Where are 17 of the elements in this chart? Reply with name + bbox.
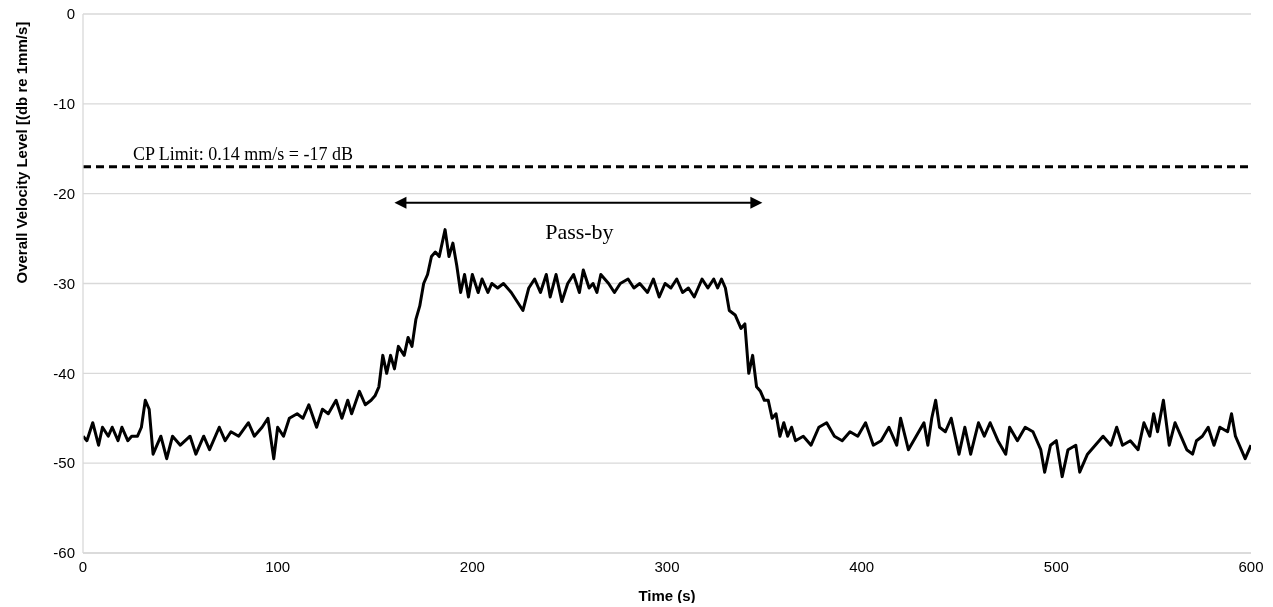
x-tick-label: 400 [849,557,875,575]
annotation: Pass-by [545,218,614,244]
y-tick-label: -60 [53,544,75,562]
x-tick-label: 200 [459,557,485,575]
y-axis-title: Overall Velocity Level [(db re 1mm/s] [13,21,31,284]
x-tick-label: 0 [78,557,88,575]
x-tick-label: 100 [265,557,291,575]
x-tick-label: 300 [654,557,680,575]
ref-line-label: CP Limit: 0.14 mm/s = -17 dB [133,144,354,165]
y-tick-label: -40 [53,364,75,382]
y-tick-label: -20 [53,184,75,202]
y-tick-label: -10 [53,95,75,113]
y-tick-label: 0 [66,5,75,23]
x-tick-label: 500 [1043,557,1069,575]
x-tick-label: 600 [1238,557,1264,575]
y-tick-label: -30 [53,274,75,292]
y-tick-label: -50 [53,454,75,472]
